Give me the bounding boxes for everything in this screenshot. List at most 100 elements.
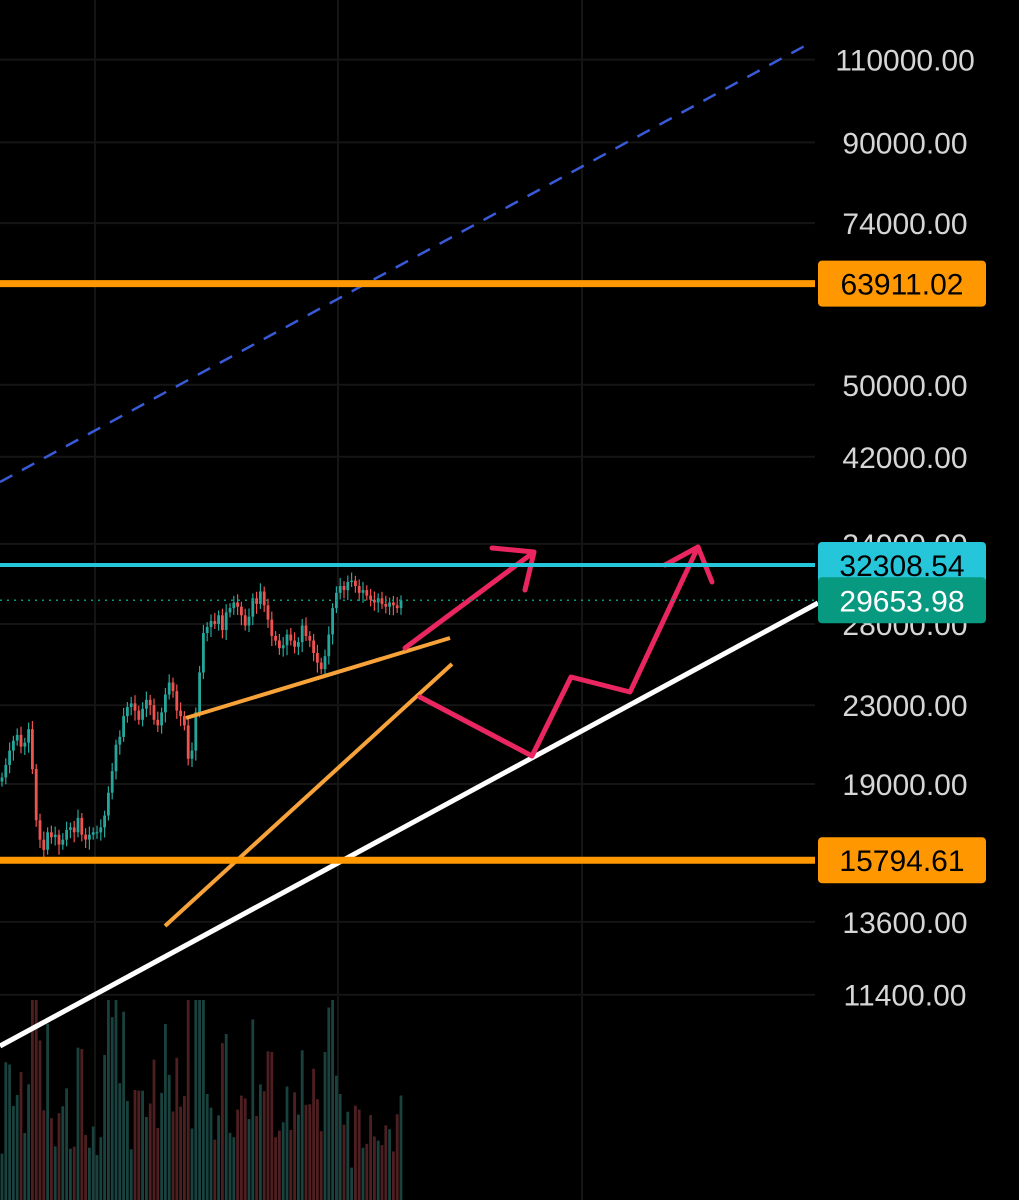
price-levels	[0, 280, 815, 864]
candle-body-61	[232, 602, 236, 609]
candle-body-38	[145, 699, 148, 709]
volume-bar-93	[354, 1105, 357, 1200]
candle-body-15	[57, 834, 61, 845]
candle-body-21	[80, 817, 84, 835]
candle-body-104	[395, 605, 399, 609]
candle-body-74	[281, 645, 285, 649]
projection-arrow-retest[interactable]	[417, 544, 715, 759]
volume-bar-20	[76, 1047, 80, 1200]
candle-body-103	[392, 602, 395, 606]
volume-bar-25	[95, 1155, 99, 1200]
candle-body-98	[373, 599, 376, 603]
volume-bar-10	[38, 1040, 42, 1200]
axis-tick-label: 90000.00	[842, 127, 967, 160]
candle-body-25	[95, 832, 99, 834]
volume-bar-96	[365, 1143, 369, 1200]
axis-tick-label: 74000.00	[842, 208, 967, 241]
candle-body-24	[91, 832, 95, 835]
candle-body-86	[327, 634, 331, 657]
candle-body-90	[342, 586, 346, 591]
support-trendline[interactable]	[0, 600, 820, 1049]
volume-bar-24	[91, 1126, 95, 1200]
wedge-lower-line[interactable]	[163, 662, 454, 928]
volume-bar-78	[297, 1114, 300, 1200]
volume-bar-65	[247, 1119, 251, 1200]
volume-bar-48	[183, 1096, 186, 1200]
volume-bar-105	[399, 1095, 403, 1200]
candle-body-12	[46, 832, 49, 850]
volume-bar-53	[202, 1000, 205, 1200]
candle-body-73	[278, 640, 281, 649]
candle-body-29	[110, 771, 114, 793]
volume-bar-98	[373, 1136, 376, 1200]
wedge-upper-line[interactable]	[185, 636, 451, 720]
volume-bar-34	[129, 1149, 133, 1200]
volume-bar-91	[346, 1111, 350, 1200]
candle-body-16	[61, 839, 65, 845]
candle-body-65	[247, 616, 251, 626]
candle-body-92	[350, 580, 353, 582]
candle-body-97	[369, 595, 372, 600]
candle-body-33	[126, 707, 129, 717]
dashed-channel-line[interactable]	[0, 40, 813, 484]
axis-tick-label: 13600.00	[842, 907, 967, 940]
price-badge-3	[818, 837, 986, 884]
candle-body-79	[300, 625, 304, 643]
volume-bar-46	[175, 1057, 179, 1200]
candle-body-51	[194, 712, 198, 751]
candle-body-84	[319, 662, 323, 670]
volume-bar-36	[137, 1090, 141, 1200]
volume-bar-51	[194, 1000, 198, 1200]
candle-body-56	[213, 621, 217, 624]
candle-body-102	[388, 602, 391, 607]
volume-bar-70	[266, 1051, 270, 1200]
candle-body-35	[133, 703, 137, 711]
volume-bar-28	[107, 1000, 110, 1200]
candle-body-22	[84, 834, 87, 840]
candle-body-54	[205, 627, 209, 633]
volume-bar-38	[145, 1117, 148, 1200]
candle-body-30	[114, 744, 118, 772]
volume-bar-95	[361, 1147, 365, 1200]
candle-body-57	[217, 615, 220, 624]
volume-bar-66	[251, 1019, 255, 1200]
candle-body-3	[12, 740, 15, 751]
candle-body-13	[50, 832, 53, 838]
candle-body-48	[183, 716, 186, 726]
candle-body-87	[331, 608, 334, 635]
candle-body-7	[27, 729, 30, 743]
volume-bar-13	[50, 1118, 53, 1200]
candles	[0, 572, 403, 860]
candle-body-1	[4, 764, 8, 778]
volume-bar-16	[61, 1106, 65, 1200]
volume-bar-88	[335, 1075, 338, 1200]
candle-body-31	[118, 736, 122, 745]
candle-body-93	[354, 580, 357, 586]
candle-body-10	[38, 820, 42, 840]
candle-body-9	[34, 769, 38, 821]
volume-bar-29	[110, 1017, 114, 1200]
candle-body-42	[160, 712, 163, 726]
candle-body-75	[285, 634, 289, 646]
volume-bar-68	[259, 1084, 262, 1200]
price-badge-1	[818, 542, 986, 588]
volume-bar-49	[186, 1000, 190, 1200]
volume-bar-80	[304, 1104, 308, 1200]
axis-tick-label: 50000.00	[842, 370, 967, 403]
volume-bar-59	[224, 1034, 228, 1200]
candle-body-41	[156, 719, 160, 726]
volume-bar-85	[323, 1052, 327, 1200]
candle-body-68	[259, 591, 262, 604]
volume-bar-102	[388, 1129, 391, 1200]
volume-bar-37	[141, 1090, 144, 1200]
volume-bar-55	[209, 1107, 213, 1200]
volume-bar-71	[270, 1051, 274, 1200]
volume-bar-9	[34, 1000, 38, 1200]
candle-body-39	[148, 699, 152, 706]
volume-bar-31	[118, 1083, 122, 1200]
candle-body-94	[357, 586, 361, 593]
candle-body-23	[88, 834, 91, 840]
candle-body-37	[141, 708, 144, 720]
candle-body-85	[323, 656, 327, 670]
